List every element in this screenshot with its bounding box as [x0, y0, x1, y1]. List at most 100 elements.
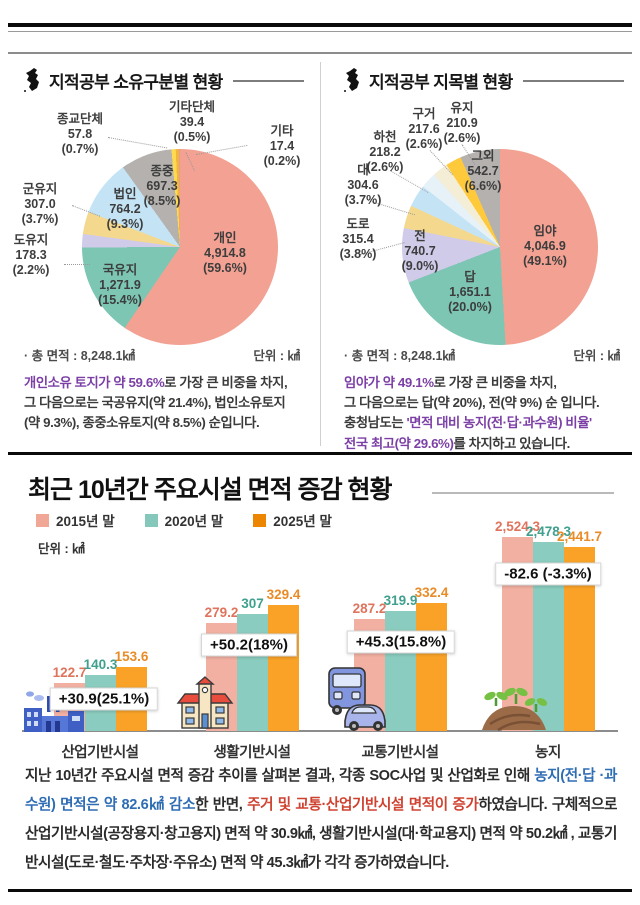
landuse-pie-footer: · 총 면적 : 8,248.1㎢ 단위 : ㎢	[344, 345, 620, 364]
ownership-pie-chart: 개인 4,914.8 (59.6%) 국유지 1,271.9 (15.4%) 도유지 178.…	[0, 55, 320, 355]
korea-map-icon	[24, 68, 39, 92]
delta-badge-transport: +45.3(15.8%)	[346, 630, 456, 654]
pie-slice-label: 법인 764.2 (9.3%)	[106, 187, 144, 231]
landuse-panel-title: 지적공부 지목별 현황	[369, 72, 513, 92]
pie-slice-label: 종교단체 57.8 (0.7%)	[56, 112, 103, 156]
category-label-farmland: 농지	[535, 745, 561, 761]
title-rule	[522, 80, 624, 82]
text-segment: 임야가 약 49.1%	[344, 375, 434, 390]
factory-icon	[24, 691, 84, 732]
unit-label: 단위 : ㎢	[253, 349, 300, 363]
legend-label: 2020년 말	[164, 514, 224, 529]
text-segment: 개인소유 토지가 약 59.6%	[24, 375, 165, 390]
pie-slice-label: 종중 697.3 (8.5%)	[143, 164, 181, 208]
text-segment: 로 가장 큰 비중을 차지,	[164, 375, 288, 390]
ownership-panel: 지적공부 소유구분별 현황 개인 4,914.8 (59.6%) 국유지 1,271.9…	[0, 55, 320, 453]
facilities-chart-title: 최근 10년간 주요시설 면적 증감 현황	[28, 476, 393, 504]
pie-slice-label: 도유지 178.3 (2.2%)	[12, 233, 50, 277]
ownership-summary: 개인소유 토지가 약 59.6%로 가장 큰 비중을 차지, 그 다음으로는 국공…	[24, 373, 306, 434]
bar-value-label: 279.2	[204, 605, 239, 620]
leader-line	[64, 264, 90, 265]
legend-label: 2025년 말	[273, 514, 332, 529]
leader-line	[195, 144, 248, 155]
legend-swatch	[253, 513, 267, 527]
bar-value-label: 122.7	[52, 665, 87, 680]
title-rule	[432, 492, 614, 494]
total-area-label: · 총 면적 : 8,248.1㎢	[344, 349, 455, 363]
pie-slice-label: 그외 542.7 (6.6%)	[464, 149, 502, 193]
pie-slice-label: 하천 218.2 (2.6%)	[366, 130, 404, 174]
bar-2025년 말: 329.4	[267, 587, 300, 731]
landuse-panel: 지적공부 지목별 현황 임야 4,046.9 (49.1%) 답 1,651.1 (20.…	[320, 55, 640, 453]
legend-item-2015: 2015년 말	[36, 510, 115, 530]
delta-badge-industrial: +30.9(25.1%)	[49, 687, 159, 711]
pie-slice-label: 답 1,651.1 (20.0%)	[448, 270, 492, 314]
bar-value-label: 329.4	[266, 587, 301, 602]
title-rule	[232, 80, 304, 82]
korea-map-icon	[344, 68, 359, 92]
text-segment: '면적 대비 농지(전·답·과수원) 비율'	[406, 415, 592, 431]
landuse-summary: 임야가 약 49.1%로 가장 큰 비중을 차지, 그 다음으로는 답(약 20%…	[344, 373, 626, 454]
unit-label: 단위 : ㎢	[573, 349, 620, 363]
panel-divider	[320, 62, 321, 446]
category-label-industrial: 산업기반시설	[61, 745, 139, 761]
legend-swatch	[36, 513, 49, 527]
bar-value-label: 287.2	[352, 601, 387, 616]
text-segment: 를 차지하고 있습니다.	[453, 435, 571, 451]
ownership-panel-title: 지적공부 소유구분별 현황	[49, 72, 223, 92]
text-segment: 전국 최고(약 29.6%)	[344, 435, 454, 451]
bar-value-label: 140.3	[83, 657, 118, 672]
ownership-pie-footer: · 총 면적 : 8,248.1㎢ 단위 : ㎢	[24, 345, 300, 364]
pie-slice-label: 대 304.6 (3.7%)	[344, 163, 382, 207]
ownership-panel-header: 지적공부 소유구분별 현황	[22, 67, 304, 93]
total-area-label: · 총 면적 : 8,248.1㎢	[24, 349, 135, 363]
pie-slice-label: 임야 4,046.9 (49.1%)	[523, 224, 567, 268]
summary-paragraph: 지난 10년간 주요시설 면적 증감 추이를 살펴본 결과, 각종 SOC사업 …	[25, 762, 617, 878]
legend-label: 2015년 말	[56, 514, 115, 529]
text-segment: 주거 및 교통·산업기반시설 면적이 증가	[247, 797, 479, 813]
bar-2025년 말: 332.4	[415, 585, 448, 731]
text-segment: 한 반면,	[195, 797, 248, 813]
category-label-living: 생활기반시설	[213, 745, 291, 761]
pie-slice-label: 유지 210.9 (2.6%)	[443, 101, 481, 145]
bar-value-label: 2,524.3	[494, 519, 541, 534]
text-segment: 지난 10년간 주요시설 면적 증감 추이를 살펴본 결과, 각종 SOC사업 …	[25, 768, 535, 784]
bottom-rule	[8, 889, 632, 892]
pie-slice-label: 전 740.7 (9.0%)	[401, 229, 439, 273]
bar-value-label: 153.6	[114, 649, 149, 664]
bar-2020년 말: 307	[237, 596, 268, 731]
legend-item-2020: 2020년 말	[144, 510, 224, 530]
delta-badge-living: +50.2(18%)	[201, 633, 297, 657]
legend-swatch	[144, 513, 158, 527]
section-top-rule	[8, 52, 632, 54]
top-rule-thin	[8, 31, 632, 32]
x-axis-line	[22, 730, 618, 732]
pie-slice-label: 기타 17.4 (0.2%)	[263, 124, 301, 168]
delta-badge-farmland: -82.6 (-3.3%)	[495, 562, 601, 586]
bar-2020년 말: 140.3	[84, 657, 117, 731]
text-segment: 하였습니다. 구체적으로 산업기반시설(공장용지·창고용지) 면적 약 30.9…	[25, 797, 617, 871]
chart-legend: 2015년 말 2020년 말 2025년 말	[36, 510, 332, 530]
text-segment: 로 가장 큰 비중을 차지,	[433, 375, 557, 390]
text-segment: 그 다음으로는 답(약 20%), 전(약 9%) 순 입니다.	[344, 395, 600, 411]
bar-value-label: 2,441.7	[556, 529, 603, 544]
bar-value-label: 2,478.3	[525, 524, 572, 539]
ownership-pie	[82, 149, 278, 345]
bar-value-label: 319.9	[383, 593, 418, 608]
bar-value-label: 307	[241, 596, 264, 611]
category-label-transport: 교통기반시설	[361, 745, 439, 761]
pie-slice-label: 국유지 1,271.9 (15.4%)	[98, 263, 142, 307]
pie-slice-label: 군유지 307.0 (3.7%)	[21, 182, 59, 226]
pie-slice-label: 개인 4,914.8 (59.6%)	[203, 231, 247, 275]
bar-value-label: 332.4	[414, 585, 449, 600]
pie-slice-label: 구거 217.6 (2.6%)	[405, 107, 443, 151]
text-segment: 그 다음으로는 국공유지(약 21.4%), 법인소유토지	[24, 395, 286, 411]
pie-slice-label: 도로 315.4 (3.8%)	[339, 217, 377, 261]
landuse-pie-chart: 임야 4,046.9 (49.1%) 답 1,651.1 (20.0%) 전 740.7 (9.…	[320, 55, 640, 355]
pie-slice-label: 기타단체 39.4 (0.5%)	[168, 100, 215, 144]
top-rule-thick	[8, 23, 632, 27]
landuse-panel-header: 지적공부 지목별 현황	[342, 67, 624, 93]
text-segment: (약 9.3%), 종중소유토지(약 8.5%) 순입니다.	[24, 415, 260, 431]
text-segment: 충청남도는	[344, 415, 407, 431]
